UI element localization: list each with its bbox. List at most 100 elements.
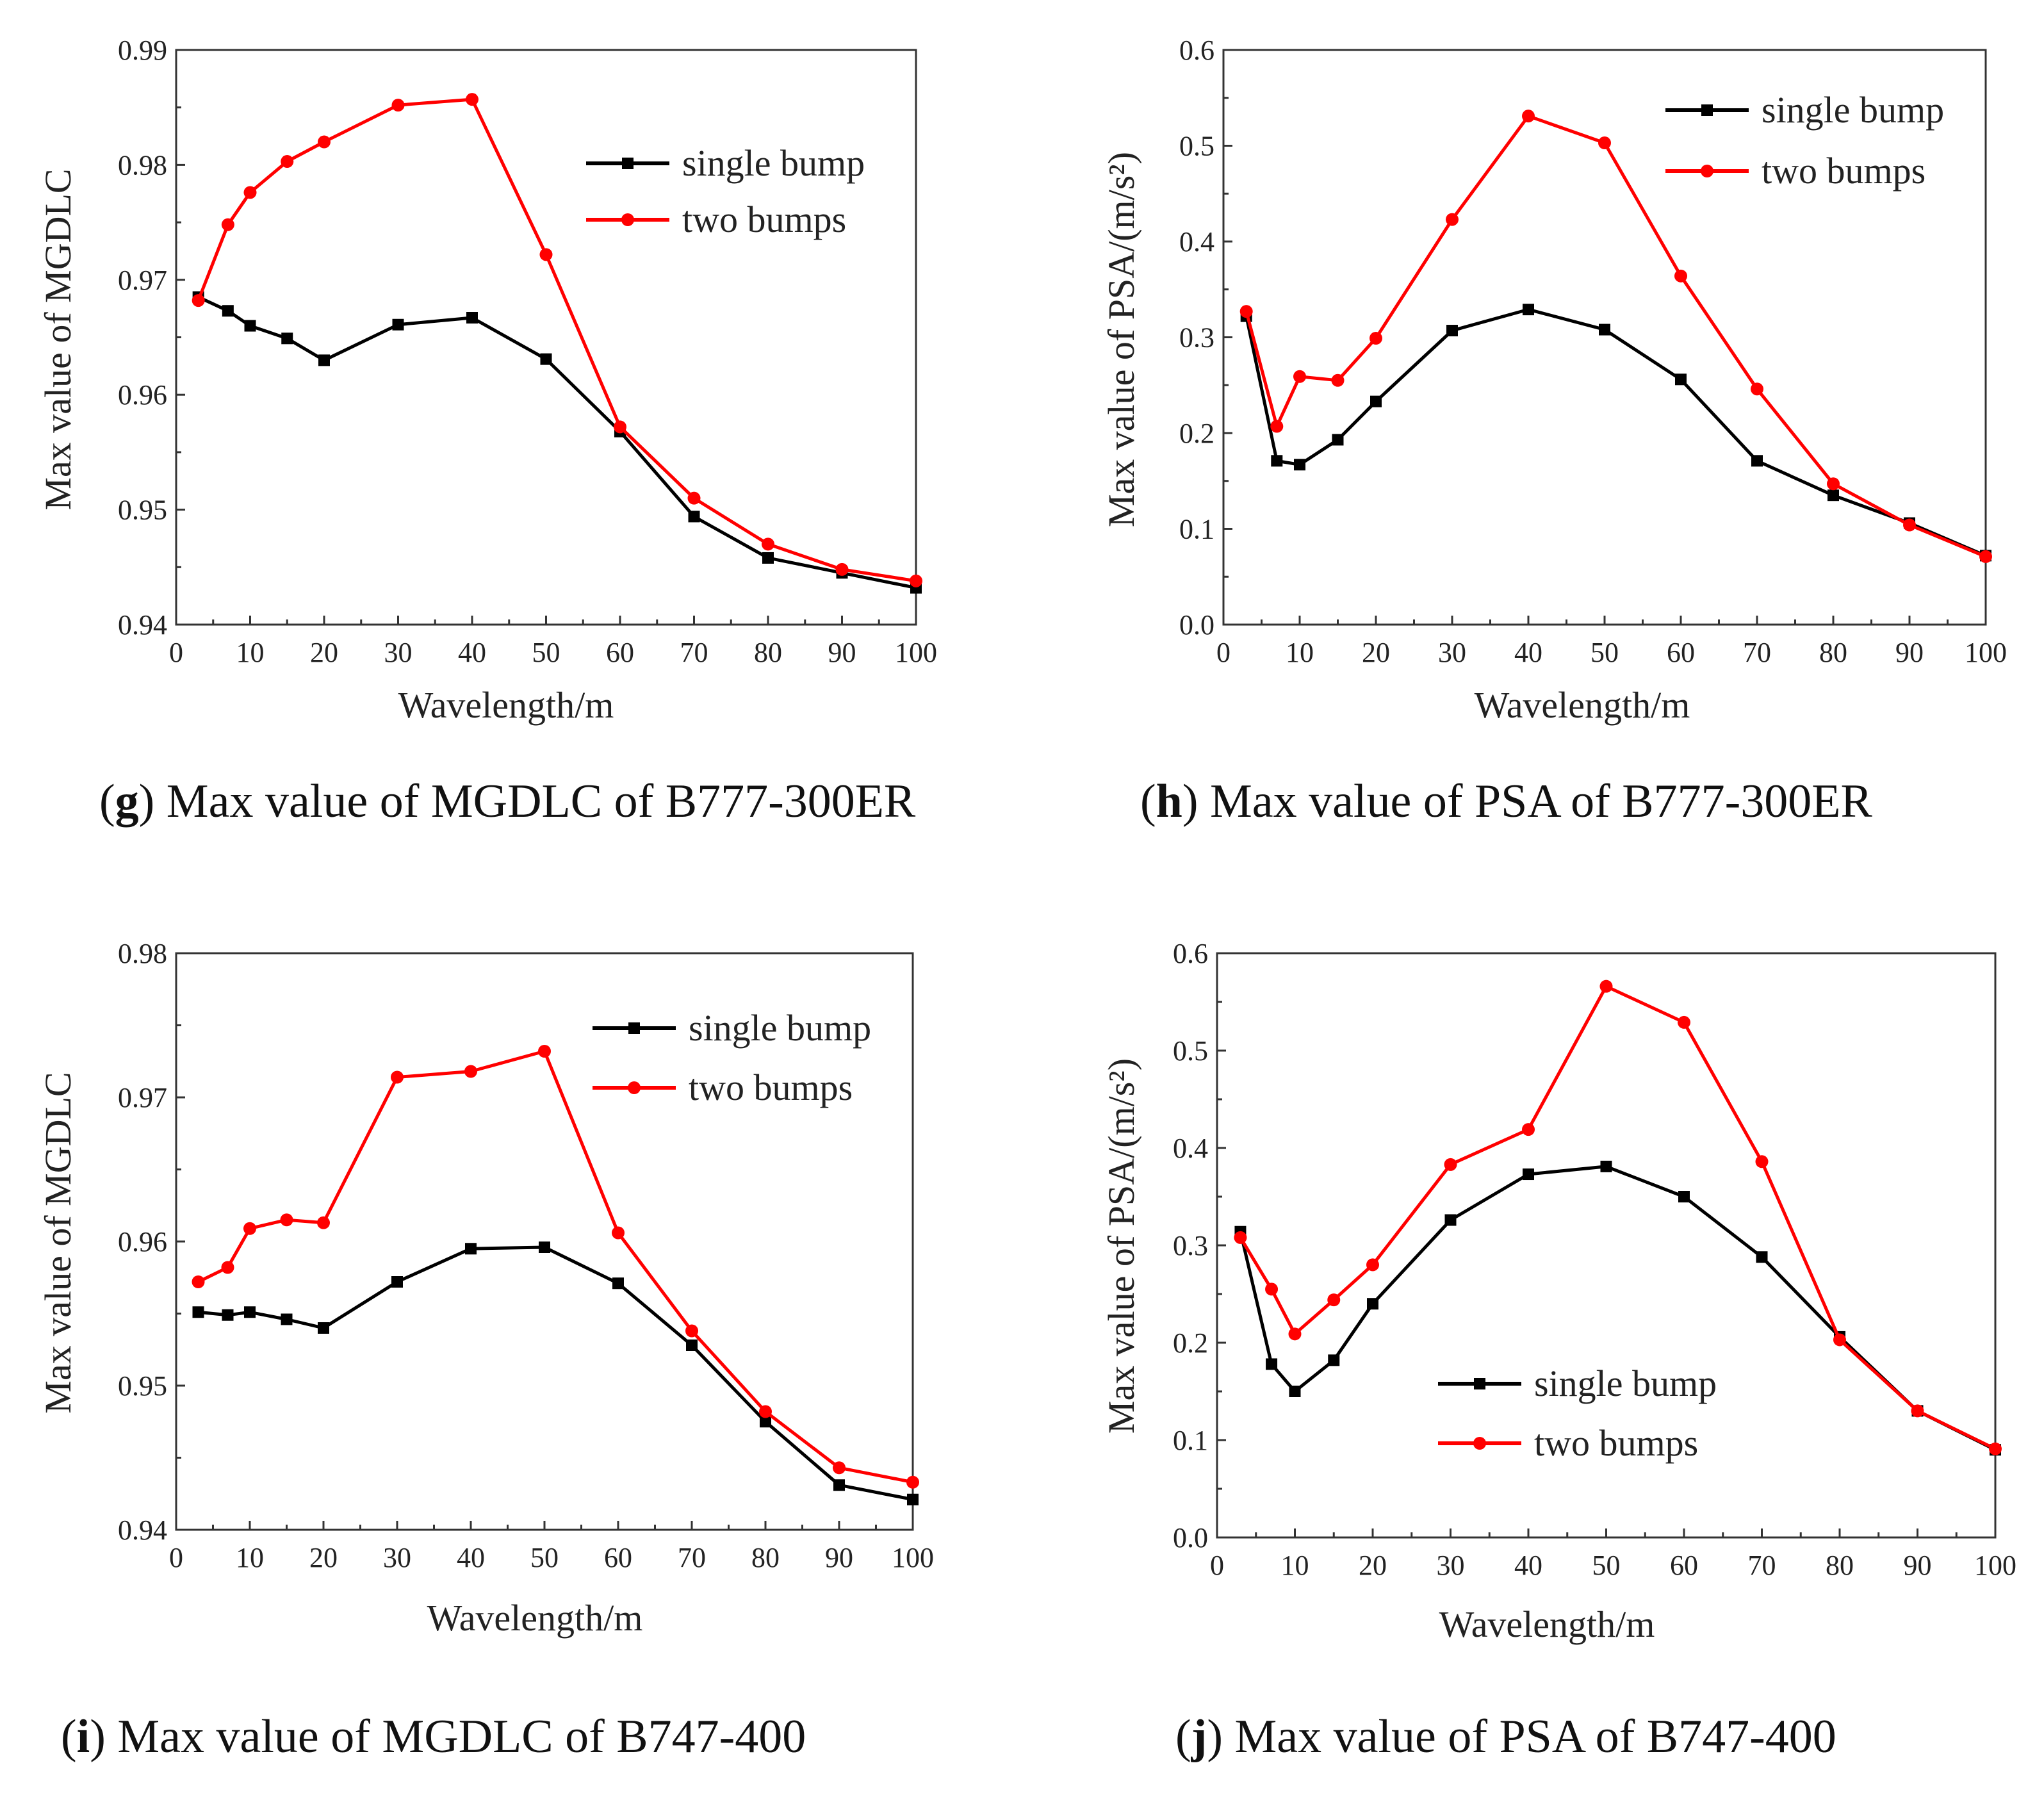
data-point	[1239, 305, 1253, 318]
x-tick-label: 40	[458, 637, 486, 668]
x-axis-label: Wavelength/m	[427, 1597, 643, 1639]
caption-paren: (	[61, 1710, 77, 1763]
x-tick-label: 20	[1359, 1550, 1387, 1581]
data-point	[1751, 382, 1763, 396]
data-point	[760, 1416, 771, 1428]
panel-caption: (i) Max value of MGDLC of B747-400	[61, 1710, 806, 1763]
data-point	[1331, 373, 1345, 387]
data-point	[244, 320, 256, 332]
x-tick-label: 0	[1216, 637, 1230, 668]
x-axis-label: Wavelength/m	[398, 684, 614, 726]
data-point	[1293, 370, 1306, 383]
x-tick-label: 90	[825, 1542, 853, 1573]
caption-text: ) Max value of PSA of B747-400	[1207, 1710, 1836, 1763]
data-point	[685, 1324, 698, 1338]
y-tick-label: 0.95	[118, 495, 167, 526]
data-point	[686, 1340, 698, 1351]
data-point	[1903, 518, 1916, 532]
x-tick-label: 0	[1210, 1550, 1224, 1581]
data-point	[391, 1276, 403, 1288]
data-point	[539, 1241, 550, 1253]
caption-letter: g	[115, 775, 139, 828]
legend: single bump two bumps	[593, 1007, 871, 1108]
x-tick-label: 30	[384, 637, 413, 668]
x-tick-label: 100	[1965, 637, 2007, 668]
legend-label: two bumps	[1762, 150, 1925, 192]
plot-frame	[1222, 49, 1987, 626]
legend-label: single bump	[689, 1007, 871, 1049]
legend: single bump two bumps	[586, 142, 865, 240]
data-point	[280, 1213, 293, 1227]
y-tick-label: 0.2	[1179, 418, 1214, 449]
caption-text: ) Max value of MGDLC of B747-400	[90, 1710, 806, 1763]
data-point	[1367, 1298, 1378, 1310]
x-tick-label: 100	[895, 637, 937, 668]
y-tick-label: 0.1	[1173, 1425, 1208, 1456]
data-point	[1989, 1442, 2002, 1455]
x-tick-label: 40	[457, 1542, 485, 1573]
data-point	[1270, 420, 1284, 433]
data-point	[1599, 979, 1613, 993]
data-point	[1265, 1282, 1279, 1296]
y-tick-label: 0.3	[1173, 1230, 1208, 1261]
legend-label: single bump	[1762, 89, 1944, 131]
y-axis-label: Max value of PSA/(m/s²)	[1100, 152, 1142, 527]
data-point	[833, 1461, 846, 1475]
data-point	[466, 93, 478, 106]
data-point	[1751, 455, 1763, 467]
series-line-two-bumps	[197, 1049, 913, 1484]
x-tick-label: 10	[236, 1542, 264, 1573]
y-tick-label: 0.98	[118, 149, 167, 181]
x-tick-label: 80	[754, 637, 782, 668]
y-tick-label: 0.0	[1173, 1522, 1208, 1553]
data-point	[835, 562, 849, 576]
data-point	[392, 318, 404, 331]
legend-marker	[621, 213, 634, 226]
x-tick-label: 0	[169, 637, 183, 668]
x-tick-label: 10	[1286, 637, 1314, 668]
data-point	[1678, 1015, 1690, 1029]
legend-marker	[1701, 165, 1713, 177]
x-tick-label: 80	[1826, 1550, 1854, 1581]
y-tick-label: 0.95	[118, 1370, 167, 1402]
data-point	[1444, 1158, 1457, 1171]
data-point	[910, 574, 922, 587]
data-point	[221, 218, 234, 231]
data-point	[464, 1065, 477, 1078]
y-tick-label: 0.97	[118, 265, 167, 296]
data-point	[317, 1216, 330, 1229]
panel-caption: (h) Max value of PSA of B777-300ER	[1140, 775, 1873, 828]
legend-marker	[1701, 104, 1713, 116]
data-point	[1366, 1258, 1379, 1272]
y-tick-label: 0.3	[1179, 322, 1214, 354]
data-point	[762, 537, 774, 551]
data-point	[1523, 304, 1534, 316]
legend-marker	[1473, 1437, 1486, 1450]
data-point	[222, 1309, 234, 1321]
x-axis-label: Wavelength/m	[1475, 684, 1690, 726]
y-tick-label: 0.94	[118, 1514, 167, 1546]
data-point	[1755, 1155, 1769, 1168]
data-point	[906, 1475, 919, 1489]
data-point	[391, 1070, 404, 1084]
x-tick-label: 80	[1819, 637, 1847, 668]
data-point	[281, 332, 293, 345]
x-tick-label: 50	[1590, 637, 1619, 668]
y-tick-label: 0.5	[1179, 131, 1214, 162]
y-tick-label: 0.4	[1173, 1133, 1208, 1164]
data-point	[1674, 269, 1687, 283]
data-point	[540, 353, 552, 365]
x-tick-label: 60	[1667, 637, 1695, 668]
series-line-single-bump	[1239, 1165, 1997, 1452]
y-tick-label: 0.2	[1173, 1327, 1208, 1359]
legend-label: two bumps	[689, 1067, 853, 1108]
legend-label: single bump	[682, 142, 865, 184]
data-point	[318, 135, 331, 149]
legend-marker	[628, 1081, 641, 1094]
data-point	[244, 1306, 256, 1318]
data-point	[1266, 1358, 1278, 1370]
data-point	[1833, 1333, 1846, 1347]
data-point	[1979, 550, 1992, 563]
data-point	[1294, 459, 1305, 471]
